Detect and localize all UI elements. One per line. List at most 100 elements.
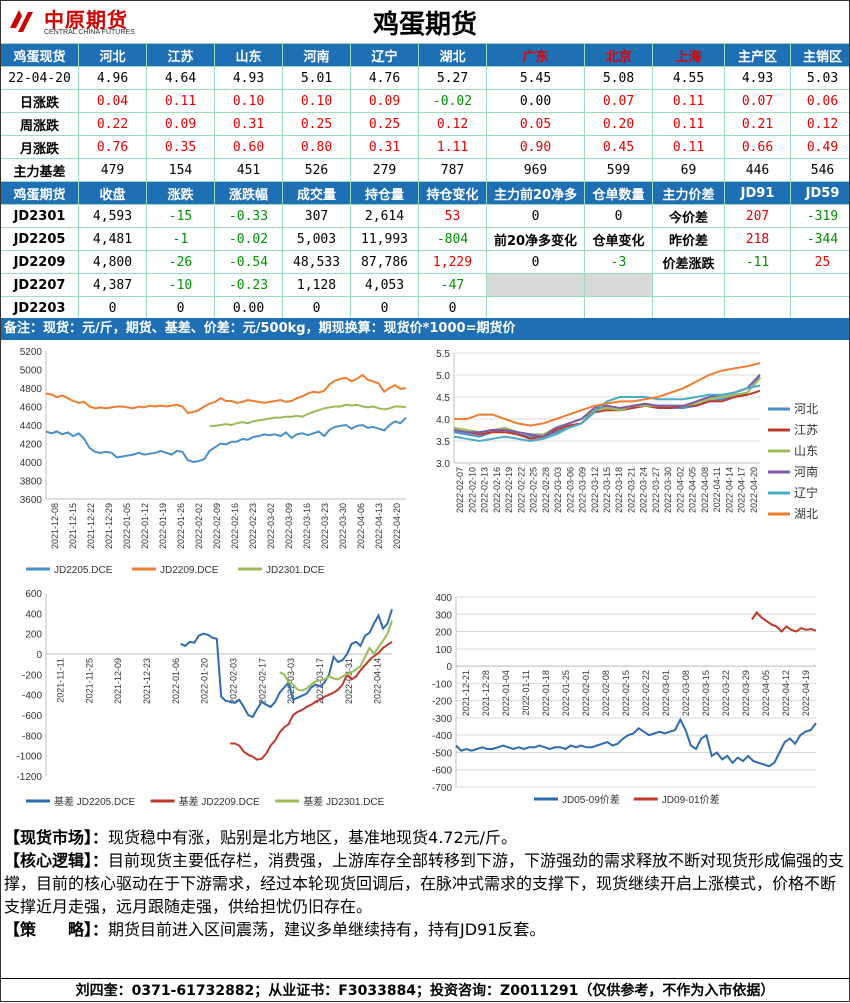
x-tick-label: 2022-02-16 <box>492 467 502 513</box>
spot-market-label: 【现货市场】： <box>4 828 108 847</box>
spot-cell: 5.08 <box>585 67 653 90</box>
core-logic-paragraph: 【核心逻辑】：目前现货主要低存栏，消费强，上游库存全部转移到下游，下游强劲的需求… <box>4 849 846 918</box>
x-tick-label: 2021-12-29 <box>104 503 114 549</box>
futures-cell: 2,614 <box>351 205 419 228</box>
x-tick-label: 2022-01-26 <box>176 503 186 549</box>
spot-header-cell: 上海 <box>653 44 725 67</box>
footer-contact: 刘四奎：0371-61732882；从业证书：F3033884；投资咨询：Z00… <box>0 978 850 1003</box>
spot-header-cell: 广东 <box>487 44 585 67</box>
futures-empty-cell <box>791 274 850 297</box>
futures-cell: JD2205 <box>1 228 79 251</box>
x-tick-label: 2021-12-09 <box>113 658 123 704</box>
y-tick-label: -600 <box>22 711 42 722</box>
futures-cell: -3 <box>585 251 653 274</box>
x-tick-label: 2021-12-08 <box>50 503 60 549</box>
futures-cell: -344 <box>791 228 850 251</box>
y-tick-label: 4.5 <box>436 393 450 404</box>
futures-cell: -47 <box>419 274 487 297</box>
y-tick-label: 200 <box>435 628 452 639</box>
x-tick-label: 2022-02-25 <box>529 467 539 513</box>
spot-row-label: 周涨跌 <box>1 113 79 136</box>
spot-cell: 0.11 <box>653 90 725 113</box>
series-line <box>454 375 760 437</box>
y-tick-label: 300 <box>435 610 452 621</box>
spot-cell: 4.64 <box>147 67 215 90</box>
spot-header-cell: 鸡蛋现货 <box>1 44 79 67</box>
spot-header-cell: 北京 <box>585 44 653 67</box>
futures-cell: 0.00 <box>215 297 283 320</box>
futures-cell: 4,387 <box>79 274 147 297</box>
spot-cell: 1.11 <box>419 136 487 159</box>
spot-cell: 0.35 <box>147 136 215 159</box>
x-tick-label: 2022-04-02 <box>675 467 685 513</box>
spot-cell: 5.03 <box>791 67 850 90</box>
y-tick-label: -100 <box>432 679 452 690</box>
y-tick-label: -800 <box>22 731 42 742</box>
futures-empty-cell <box>653 274 725 297</box>
x-tick-label: 2021-12-23 <box>142 658 152 704</box>
futures-cell: 0 <box>79 297 147 320</box>
series-line <box>456 720 816 767</box>
y-tick-label: 100 <box>435 645 452 656</box>
futures-cell: 前20净多变化 <box>487 228 585 251</box>
page-title: 鸡蛋期货 <box>0 4 850 41</box>
y-tick-label: -200 <box>22 670 42 681</box>
y-tick-label: -200 <box>432 697 452 708</box>
spot-cell: 5.27 <box>419 67 487 90</box>
futures-cell: 218 <box>725 228 791 251</box>
x-tick-label: 2022-03-15 <box>701 670 711 716</box>
x-tick-label: 2022-02-03 <box>228 658 238 704</box>
x-tick-label: 2022-03-09 <box>284 503 294 549</box>
futures-cell: 48,533 <box>283 251 351 274</box>
y-tick-label: -400 <box>22 691 42 702</box>
legend-label: JD2301.DCE <box>266 565 325 576</box>
x-tick-label: 2022-02-09 <box>212 503 222 549</box>
x-tick-label: 2021-12-28 <box>481 670 491 716</box>
series-line <box>46 375 406 413</box>
x-tick-label: 2022-02-10 <box>467 467 477 513</box>
spot-cell: 0.11 <box>653 113 725 136</box>
futures-cell: 4,800 <box>79 251 147 274</box>
y-tick-label: 0 <box>36 650 42 661</box>
spot-cell: -0.02 <box>419 90 487 113</box>
spot-row-label: 主力基差 <box>1 159 79 182</box>
x-tick-label: 2022-04-11 <box>712 467 722 512</box>
futures-header-cell: 收盘 <box>79 182 147 205</box>
x-tick-label: 2022-01-18 <box>541 670 551 716</box>
legend-label: 山东 <box>794 444 818 458</box>
x-tick-label: 2022-01-12 <box>140 503 150 549</box>
futures-cell: 25 <box>791 251 850 274</box>
x-tick-label: 2022-04-20 <box>392 503 402 549</box>
x-tick-label: 2022-04-14 <box>724 467 734 513</box>
spot-cell: 4.55 <box>653 67 725 90</box>
futures-header-cell: 成交量 <box>283 182 351 205</box>
x-tick-label: 2022-02-19 <box>504 467 514 513</box>
futures-cell: -0.54 <box>215 251 283 274</box>
x-tick-label: 2021-12-21 <box>461 670 471 716</box>
spot-cell: 0.06 <box>791 90 850 113</box>
spot-header-cell: 江苏 <box>147 44 215 67</box>
spot-cell: 0.11 <box>653 136 725 159</box>
x-tick-label: 2022-03-08 <box>681 670 691 716</box>
spot-cell: 479 <box>79 159 147 182</box>
x-tick-label: 2022-03-29 <box>741 670 751 716</box>
x-tick-label: 2022-01-25 <box>561 670 571 716</box>
futures-cell: -0.33 <box>215 205 283 228</box>
futures-header-cell: 持仓量 <box>351 182 419 205</box>
y-tick-label: -600 <box>432 766 452 777</box>
futures-cell: JD2203 <box>1 297 79 320</box>
strategy-paragraph: 【策 略】：期货目前进入区间震荡，建议多单继续持有，持有JD91反套。 <box>4 918 846 941</box>
x-tick-label: 2022-01-06 <box>171 658 181 704</box>
spot-header-cell: 主销区 <box>791 44 850 67</box>
futures-empty-cell <box>725 297 791 320</box>
chart-basis-svg: 6004002000-200-400-600-800-1000-12002021… <box>0 583 414 818</box>
futures-header-cell: JD91 <box>725 182 791 205</box>
x-tick-label: 2022-04-20 <box>749 467 759 513</box>
futures-cell: 今价差 <box>653 205 725 228</box>
y-tick-label: 5.5 <box>436 349 450 360</box>
